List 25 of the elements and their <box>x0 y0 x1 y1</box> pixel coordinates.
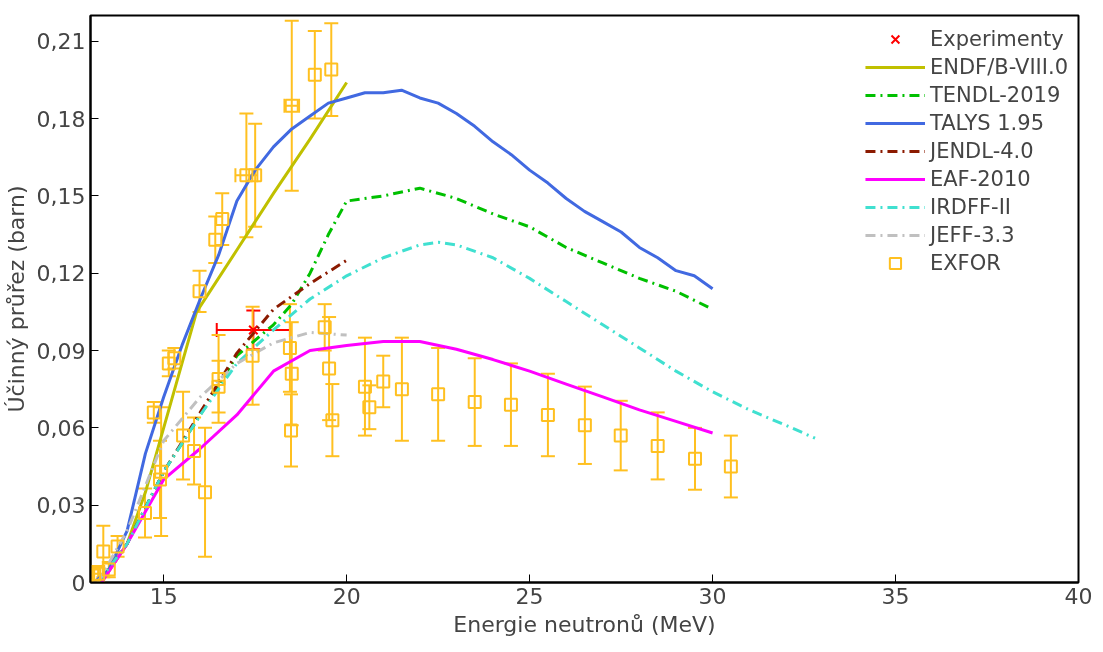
x-tick-label: 40 <box>1064 583 1093 609</box>
y-axis-title: Účinný průřez (barn) <box>3 185 29 413</box>
legend-label: JENDL-4.0 <box>929 138 1034 165</box>
y-tick-label: 0,06 <box>36 415 86 441</box>
legend-label: EAF-2010 <box>929 166 1031 193</box>
x-tick-label: 15 <box>149 583 178 609</box>
x-tick-label: 20 <box>332 583 361 609</box>
legend-label: JEFF-3.3 <box>929 222 1015 249</box>
x-axis-title: Energie neutronů (MeV) <box>453 611 716 637</box>
legend-label: TALYS 1.95 <box>929 110 1045 137</box>
legend-label: EXFOR <box>929 250 1001 277</box>
legend-label: ENDF/B-VIII.0 <box>929 54 1068 81</box>
legend-label: IRDFF-II <box>929 194 1012 221</box>
x-tick-label: 30 <box>698 583 727 609</box>
x-tick-label: 25 <box>515 583 544 609</box>
y-tick-label: 0 <box>71 570 86 596</box>
legend-label: TENDL-2019 <box>929 82 1061 109</box>
legend-label: Experimenty <box>929 26 1064 53</box>
x-tick-label: 35 <box>881 583 910 609</box>
y-tick-label: 0,03 <box>36 493 86 519</box>
y-tick-label: 0,18 <box>36 106 86 132</box>
y-tick-label: 0,12 <box>36 261 86 287</box>
y-tick-label: 0,15 <box>36 183 86 209</box>
y-tick-label: 0,21 <box>36 29 86 55</box>
y-tick-label: 0,09 <box>36 338 86 364</box>
